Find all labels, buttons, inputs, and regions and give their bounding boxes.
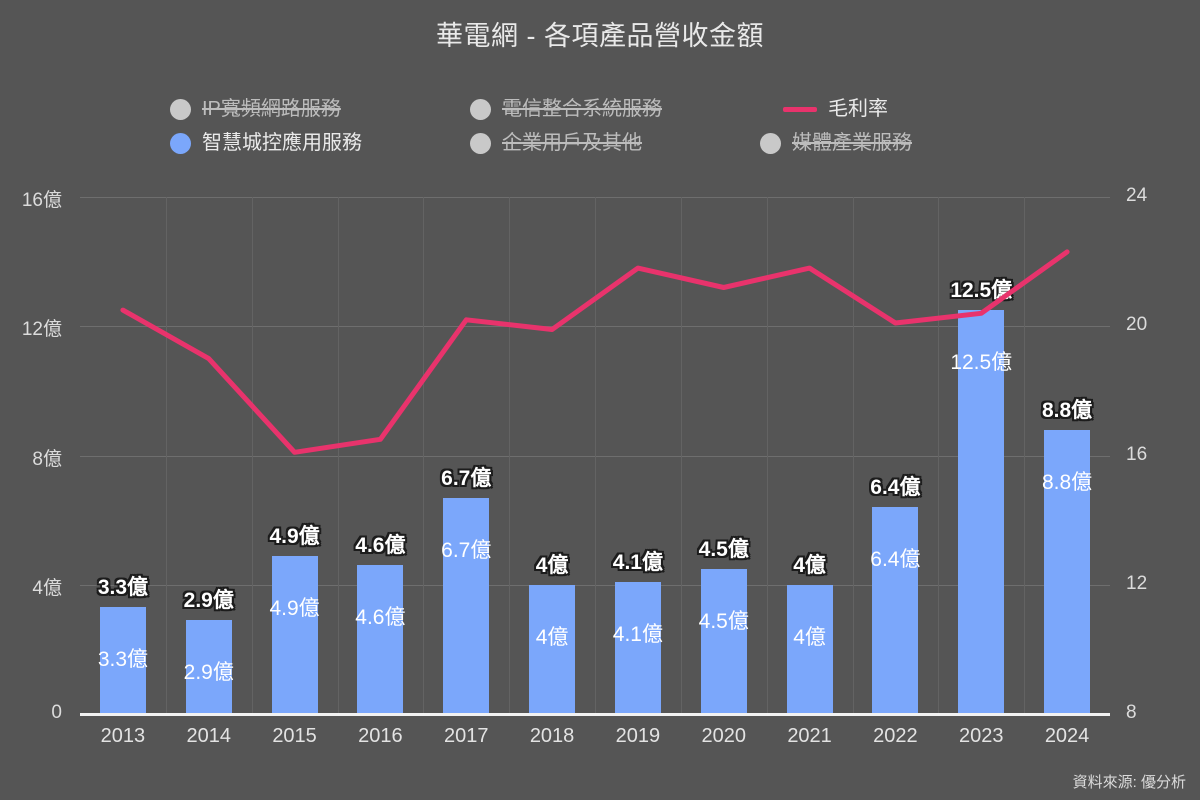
x-axis-tick-2014: 2014 bbox=[186, 725, 231, 747]
y-axis-right-tick: 16 bbox=[1126, 443, 1148, 465]
x-axis-tick-2021: 2021 bbox=[787, 725, 832, 747]
bar[interactable] bbox=[443, 497, 490, 714]
category-separator bbox=[680, 197, 682, 714]
bar[interactable] bbox=[357, 565, 404, 714]
bar-value-label-inner: 2.9億 bbox=[183, 661, 234, 685]
bar-value-label-outer: 4億 bbox=[793, 553, 826, 577]
legend-item-label: 電信整合系統服務 bbox=[502, 98, 662, 120]
x-axis-tick-2020: 2020 bbox=[701, 725, 746, 747]
bar-value-label-inner: 4.9億 bbox=[269, 596, 320, 620]
x-axis-tick-2018: 2018 bbox=[529, 725, 575, 747]
bar-value-label-outer: 4.5億 bbox=[698, 537, 749, 561]
legend-item-telecom-integration[interactable]: 電信整合系統服務 bbox=[470, 98, 662, 120]
y-axis-left-tick: 0 bbox=[51, 702, 62, 723]
bar[interactable] bbox=[185, 620, 232, 714]
bar-value-label-inner: 6.4億 bbox=[870, 548, 921, 572]
bar-value-label-outer: 4億 bbox=[535, 553, 569, 577]
legend-item-label: 智慧城控應用服務 bbox=[202, 132, 362, 154]
category-separator bbox=[337, 197, 339, 714]
legend-item-label: IP寬頻網路服務 bbox=[202, 98, 341, 120]
category-separator bbox=[1024, 197, 1026, 714]
legend-marker-dot-icon bbox=[760, 132, 781, 154]
legend-marker-dot-icon bbox=[170, 132, 191, 154]
x-axis-tick-2015: 2015 bbox=[272, 725, 317, 747]
bar-value-label-inner: 4億 bbox=[793, 625, 826, 649]
x-axis-tick-2023: 2023 bbox=[958, 725, 1004, 747]
legend-item-gross-margin[interactable]: 毛利率 bbox=[783, 98, 888, 120]
bar-value-label-outer: 2.9億 bbox=[183, 589, 234, 613]
legend-item-enterprise-other[interactable]: 企業用戶及其他 bbox=[470, 132, 642, 154]
legend-item-label: 毛利率 bbox=[828, 98, 888, 120]
bar[interactable] bbox=[271, 555, 318, 714]
y-axis-right-tick: 12 bbox=[1126, 572, 1148, 594]
bar-value-label-outer: 8.8億 bbox=[1041, 398, 1093, 422]
bar-value-label-outer: 4.1億 bbox=[612, 550, 663, 574]
legend-item-label: 媒體產業服務 bbox=[792, 132, 912, 154]
bar[interactable] bbox=[614, 581, 661, 714]
category-separator bbox=[251, 197, 253, 714]
y-axis-right-tick: 24 bbox=[1126, 185, 1148, 206]
legend-item-smart-city[interactable]: 智慧城控應用服務 bbox=[170, 132, 362, 154]
bar-value-label-outer: 4.6億 bbox=[355, 534, 406, 558]
legend-item-media-industry[interactable]: 媒體產業服務 bbox=[760, 132, 912, 154]
category-separator bbox=[509, 197, 511, 714]
bar[interactable] bbox=[786, 584, 833, 714]
chart-title: 華電網 - 各項產品營收金額 bbox=[436, 21, 764, 51]
x-axis-tick-2016: 2016 bbox=[358, 725, 403, 747]
x-axis-line bbox=[80, 713, 1110, 716]
x-axis-tick-2019: 2019 bbox=[615, 725, 661, 747]
legend-item-ip-broadband[interactable]: IP寬頻網路服務 bbox=[170, 98, 341, 120]
legend-marker-dot-icon bbox=[170, 98, 191, 120]
bar-value-label-outer: 6.7億 bbox=[441, 466, 492, 490]
bar-value-label-inner: 3.3億 bbox=[97, 648, 149, 672]
y-axis-left-tick: 8億 bbox=[32, 448, 62, 470]
legend-marker-dot-icon bbox=[470, 98, 491, 120]
plot-area: 3.3億 3.3億 2.9億 2.9億 4.9億 4.9億 4.6億 4.6億 6.7億 6.7億… bbox=[80, 197, 1110, 716]
y-axis-right-tick: 8 bbox=[1126, 702, 1137, 723]
bar-value-label-outer: 12.5億 bbox=[950, 279, 1013, 303]
chart-legend: IP寬頻網路服務 智慧城控應用服務 電信整合系統服務 企業用戶及其他 毛利率 媒… bbox=[170, 96, 1170, 168]
bar-value-label-outer: 6.4億 bbox=[870, 476, 921, 500]
bar-value-label-inner: 4.1億 bbox=[612, 622, 663, 646]
legend-item-label: 企業用戶及其他 bbox=[502, 132, 642, 154]
category-separator bbox=[766, 197, 768, 714]
source-note: 資料來源: 優分析 bbox=[1072, 774, 1186, 791]
bar-value-label-inner: 6.7億 bbox=[441, 538, 492, 562]
x-axis-tick-2022: 2022 bbox=[873, 725, 918, 747]
category-separator bbox=[165, 197, 167, 714]
y-axis-left-tick: 4億 bbox=[32, 577, 62, 599]
bar-value-label-outer: 4.9億 bbox=[269, 524, 320, 548]
y-axis-left-tick: 12億 bbox=[21, 319, 62, 341]
bar[interactable] bbox=[99, 607, 146, 714]
bar[interactable] bbox=[529, 584, 576, 714]
bar-value-label-inner: 4.6億 bbox=[355, 606, 406, 630]
bar[interactable] bbox=[700, 568, 747, 714]
category-separator bbox=[852, 197, 854, 714]
bar-value-label-inner: 12.5億 bbox=[950, 351, 1013, 375]
bar[interactable] bbox=[872, 507, 919, 714]
category-separator bbox=[938, 197, 940, 714]
bar-value-label-inner: 8.8億 bbox=[1041, 470, 1093, 494]
legend-marker-dot-icon bbox=[470, 132, 491, 154]
x-axis-tick-2024: 2024 bbox=[1044, 725, 1090, 747]
bar-value-label-outer: 3.3億 bbox=[97, 576, 149, 600]
category-separator bbox=[595, 197, 596, 714]
legend-marker-line-icon bbox=[783, 106, 817, 112]
x-axis-tick-2017: 2017 bbox=[443, 725, 489, 747]
bar-value-label-inner: 4.5億 bbox=[698, 609, 749, 633]
y-axis-right-tick: 20 bbox=[1126, 314, 1148, 336]
category-separator bbox=[423, 197, 425, 714]
bar-value-label-inner: 4億 bbox=[535, 625, 569, 649]
y-axis-left-tick: 16億 bbox=[21, 190, 62, 211]
bar[interactable] bbox=[1044, 429, 1091, 714]
x-axis-tick-2013: 2013 bbox=[100, 725, 146, 747]
